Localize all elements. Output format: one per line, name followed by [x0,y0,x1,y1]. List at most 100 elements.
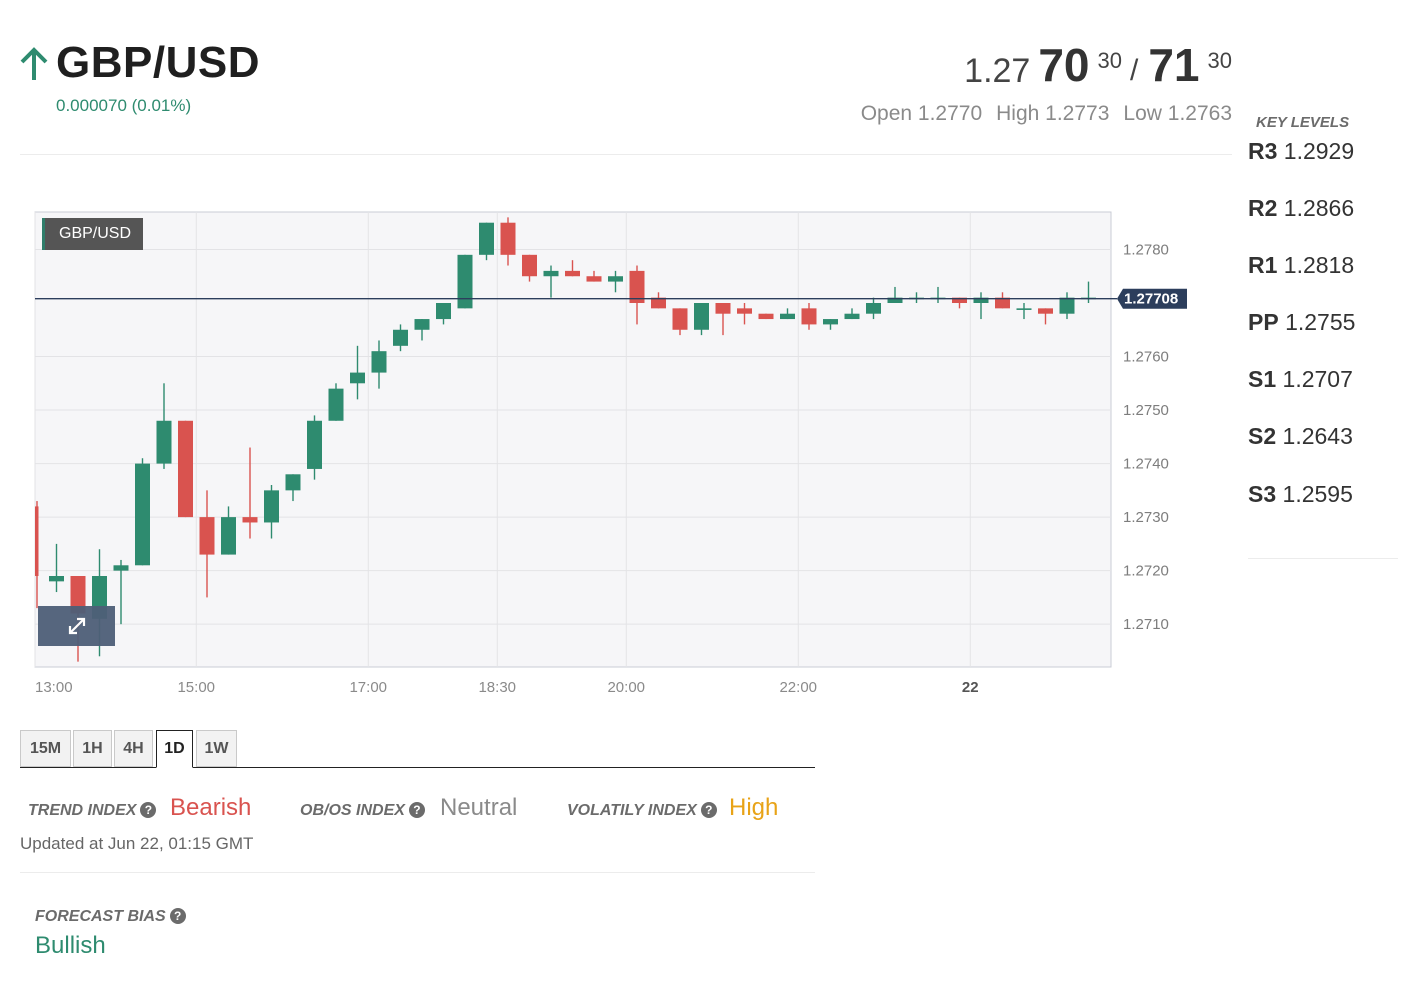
candle-body-down [629,270,645,303]
candle-body-up [328,388,344,421]
x-tick-label: 22:00 [779,679,817,696]
candle-body-up [844,313,860,320]
price-chart[interactable]: 1.2780 1.2760 1.2750 1.2740 1.2730 1.2720 1.27… [0,200,1240,710]
trend-index-text: TREND INDEX [28,802,137,819]
key-level-value: 1.2643 [1282,423,1353,449]
header-divider [20,154,1232,155]
expand-icon [68,617,85,635]
candle-body-down [178,420,193,518]
volatility-index-text: VOLATILY INDEX [567,802,697,819]
plot-area [34,211,1112,668]
current-price-tag [1117,288,1187,309]
candle-body-down [199,517,215,555]
tab-4h[interactable]: 4H [114,730,153,767]
key-level-value: 1.2866 [1283,195,1355,221]
key-level-r2: R2 1.2866 [1248,195,1354,222]
key-level-pp: PP 1.2755 [1248,309,1355,336]
candle-body-up [457,254,473,309]
candle-body-down [35,506,39,576]
question-circle-icon[interactable]: ? [700,802,717,818]
y-tick-label: 1.2760 [1123,349,1169,366]
x-tick-label: 17:00 [349,679,387,696]
trend-index-value: Bearish [170,794,252,821]
candlestick-chart-svg[interactable]: 1.2780 1.2760 1.2750 1.2740 1.2730 1.2720 1.27… [0,200,1240,710]
current-price-label: 1.27708 [1124,291,1178,308]
key-level-name: PP [1248,309,1279,335]
candle-body-up [780,313,795,320]
y-tick-label: 1.2730 [1123,509,1169,526]
candle-body-up [608,276,623,282]
question-circle-icon[interactable]: ? [169,908,186,924]
y-tick-label: 1.2710 [1123,616,1169,633]
obos-index-text: OB/OS INDEX [300,802,405,819]
candle-body-up [221,517,236,555]
timeframe-tabs: 15M 1H 4H 1D 1W [20,730,815,768]
candle-body-up [285,474,301,491]
candle-body-down [995,297,1010,309]
ask-pipette: 30 [1207,48,1232,73]
candle-body-down [586,276,602,282]
expand-chart-button[interactable] [38,606,115,646]
candle-body-up [973,297,989,303]
y-tick-label: 1.2750 [1123,402,1169,419]
y-tick-label: 1.2740 [1123,456,1169,473]
key-levels-title: KEY LEVELS [1256,114,1350,131]
x-tick-label: 13:00 [35,679,73,696]
candle-body-down [242,517,258,523]
tab-1d[interactable]: 1D [156,730,193,768]
candle-body-down [500,222,516,255]
key-level-r3: R3 1.2929 [1248,138,1354,165]
candle-body-up [866,303,881,314]
key-level-value: 1.2929 [1283,138,1355,164]
candle-body-up [307,420,322,469]
candle-body-up [1016,308,1032,310]
bid-big-figure: 70 [1038,39,1090,91]
forecast-bias-label: FORECAST BIAS? [35,908,186,926]
key-level-name: S1 [1248,366,1277,392]
key-level-name: R1 [1248,252,1278,278]
key-level-name: S3 [1248,481,1277,507]
tab-1w[interactable]: 1W [196,730,237,767]
candle-body-up [393,329,408,346]
obos-index-label: OB/OS INDEX? [300,802,425,820]
x-tick-label: 18:30 [478,679,516,696]
candle-body-up [543,270,559,277]
key-level-name: R2 [1248,195,1278,221]
candle-body-up [264,490,279,523]
question-circle-icon[interactable]: ? [140,802,157,818]
volatility-index-value: High [729,794,779,821]
updated-timestamp: Updated at Jun 22, 01:15 GMT [20,834,254,853]
low-value: Low 1.2763 [1123,102,1232,125]
open-value: Open 1.2770 [860,102,983,125]
candle-body-up [113,565,129,571]
candle-body-down [651,297,666,309]
question-circle-icon[interactable]: ? [408,802,425,818]
candle-body-up [414,319,430,330]
y-tick-label: 1.2720 [1123,563,1169,580]
key-level-value: 1.2818 [1283,252,1355,278]
candle-body-down [70,576,86,614]
high-value: High 1.2773 [996,102,1110,125]
pair-title: GBP/USD [56,38,260,87]
x-tick-label: 22 [962,679,979,696]
tab-15m[interactable]: 15M [20,730,71,767]
trend-index-label: TREND INDEX? [28,802,157,820]
price-change: 0.000070 (0.01%) [56,96,192,115]
key-level-value: 1.2595 [1282,481,1353,507]
tab-1h[interactable]: 1H [73,730,112,767]
key-levels-divider [1248,558,1398,559]
candle-body-up [887,297,903,303]
key-level-r1: R1 1.2818 [1248,252,1354,279]
x-tick-label: 20:00 [607,679,645,696]
bid-pipette: 30 [1097,48,1122,73]
candle-body-up [135,463,150,566]
candle-body-up [823,319,838,325]
volatility-index-label: VOLATILY INDEX? [567,802,717,820]
chart-symbol-tag: GBP/USD [42,218,144,250]
ask-big-figure: 71 [1148,39,1200,91]
candle-body-down [715,303,731,314]
arrow-up-icon [20,47,48,80]
key-level-name: S2 [1248,423,1277,449]
candle-body-up [1059,297,1075,314]
candle-body-up [371,351,387,373]
